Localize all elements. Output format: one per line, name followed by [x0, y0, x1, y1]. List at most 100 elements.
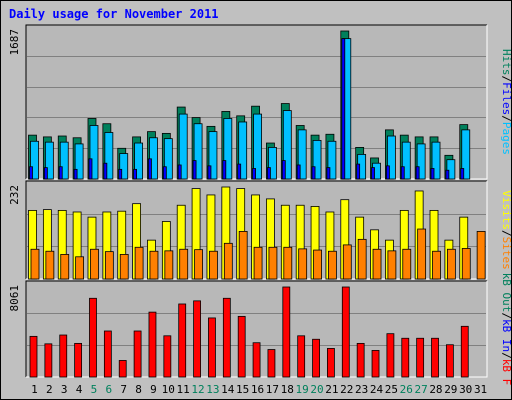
x-tick-label: 26: [400, 383, 413, 396]
kbf-bar: [163, 335, 172, 378]
pages-bar: [193, 123, 203, 180]
pages-bar: [223, 118, 233, 180]
kbf-bar: [44, 343, 53, 378]
sites-bar: [209, 250, 218, 280]
sites-bar: [432, 250, 441, 280]
files-bar: [103, 162, 108, 180]
sites-bar: [313, 249, 322, 280]
x-tick-label: 9: [150, 383, 157, 396]
top-legend-item: Pages: [500, 122, 511, 155]
kbf-bar: [148, 311, 157, 378]
kbf-bar: [267, 349, 276, 378]
sites-bar: [238, 231, 248, 280]
x-tick-label: 28: [429, 383, 442, 396]
files-bar: [118, 168, 123, 180]
files-bar: [386, 165, 390, 180]
x-tick-label: 20: [310, 383, 323, 396]
pages-bar: [119, 153, 129, 180]
kbf-bar: [237, 315, 246, 378]
sites-bar: [461, 248, 471, 280]
x-tick-label: 21: [325, 383, 338, 396]
files-bar: [58, 166, 63, 180]
pages-bar: [238, 121, 248, 180]
kbf-bar: [297, 335, 306, 378]
mid-legend-item: /: [500, 230, 511, 237]
sites-bar: [179, 248, 189, 280]
pages-bar: [297, 129, 307, 180]
sites-bar: [283, 246, 293, 280]
x-tick-label: 12: [191, 383, 204, 396]
files-bar: [73, 168, 78, 180]
files-bar: [311, 166, 316, 180]
kbf-bar: [222, 297, 231, 378]
bot-legend-item: /: [500, 312, 511, 319]
sites-bar: [253, 246, 263, 280]
chart-title: Daily usage for November 2011: [9, 7, 219, 21]
sites-bar: [268, 246, 278, 280]
files-bar: [326, 167, 331, 180]
files-bar: [177, 164, 182, 180]
pages-bar: [282, 110, 292, 180]
x-tick-label: 25: [385, 383, 398, 396]
files-bar: [192, 160, 197, 180]
x-tick-label: 7: [120, 383, 127, 396]
bot-legend-item: kB F: [500, 359, 511, 386]
sites-bar: [134, 246, 144, 280]
top-legend: Hits/Files/Pages: [500, 49, 511, 155]
sites-bar: [446, 248, 456, 280]
kbf-bar: [431, 337, 439, 378]
pages-bar: [268, 147, 277, 180]
pages-bar: [253, 113, 262, 180]
kbf-bar: [29, 335, 38, 378]
kbf-bar: [416, 337, 425, 378]
sites-bar: [328, 250, 337, 280]
pages-bar: [446, 159, 456, 180]
kbf-bar: [89, 297, 97, 378]
top-legend-item: /: [500, 115, 511, 122]
bot-legend: kB Out/kB In/kB F: [500, 273, 511, 386]
files-bar: [29, 166, 33, 180]
x-tick-label: 29: [444, 383, 457, 396]
sites-bar: [45, 250, 55, 280]
x-tick-label: 18: [281, 383, 294, 396]
pages-bar: [44, 141, 54, 180]
files-bar: [371, 167, 375, 180]
x-axis-labels: 1 2 3 4 5 6 7 8 9 10 11 12 13 14 15 16 17 18 19 20 21 22 23 24 2…: [31, 383, 487, 396]
files-bar: [415, 166, 420, 180]
pages-bar: [74, 143, 84, 180]
kbf-bar: [118, 360, 127, 378]
kbf-bar: [327, 348, 335, 378]
sites-bar: [60, 254, 70, 280]
top-max-label: 1687: [8, 29, 21, 56]
pages-bar: [30, 140, 39, 180]
kbf-bar: [178, 303, 187, 378]
sites-bar: [104, 251, 114, 280]
mid-legend-item: Visits: [500, 190, 511, 230]
pages-bar: [416, 143, 426, 180]
sites-bar: [164, 250, 174, 280]
files-bar: [252, 168, 256, 180]
pages-bar: [461, 129, 471, 180]
files-bar: [460, 168, 465, 180]
pages-bar: [149, 137, 158, 180]
sites-bar: [342, 244, 352, 280]
mid-panel: 232 Visits/Sites: [8, 180, 511, 280]
bot-max-label: 8061: [8, 285, 21, 312]
mid-legend-item: Sites: [500, 237, 511, 270]
top-legend-item: Files: [500, 82, 511, 115]
x-tick-label: 4: [76, 383, 83, 396]
pages-bar: [178, 113, 188, 180]
files-bar: [267, 167, 271, 180]
pages-bar: [104, 132, 114, 180]
kbf-bar: [252, 342, 261, 378]
pages-bar: [387, 135, 396, 180]
kbf-bar: [460, 325, 469, 378]
x-tick-label: 5: [91, 383, 98, 396]
sites-bar: [298, 248, 308, 280]
kbf-bar: [282, 286, 291, 378]
pages-bar: [163, 138, 173, 180]
sites-bar: [119, 254, 129, 280]
x-tick-label: 31: [474, 383, 487, 396]
